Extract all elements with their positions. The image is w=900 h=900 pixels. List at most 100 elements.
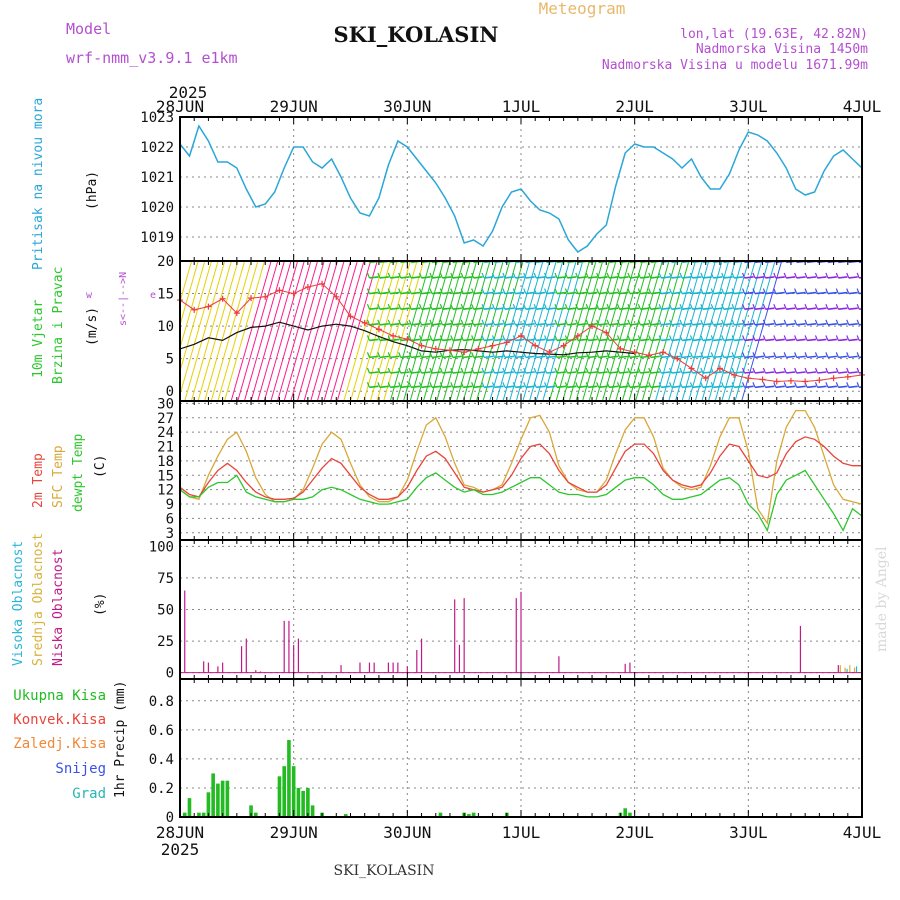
wind-barb	[473, 291, 483, 295]
wind-barb	[556, 338, 567, 342]
pressure-unit: (hPa)	[85, 171, 100, 210]
wind-barb-flag	[523, 382, 527, 388]
wind-barb	[411, 371, 421, 374]
wind-barb-flag	[773, 319, 777, 326]
wind-barb	[536, 323, 546, 326]
wind-hatch	[190, 261, 232, 401]
wind-hatch	[509, 261, 551, 401]
pressure-line	[179, 124, 863, 253]
wind-barb-flag	[637, 382, 641, 388]
wind-barb	[629, 385, 640, 389]
wind-barb-flag	[387, 352, 391, 358]
time-tick-label: 29JUN	[270, 97, 318, 116]
temp-tick-label: 27	[157, 411, 174, 427]
wind-label-1: 10m Vjetar	[31, 300, 46, 378]
wind-barb	[494, 323, 504, 326]
wind-hatch	[263, 261, 305, 401]
wind-barb-flag	[700, 367, 704, 374]
wind-barb	[483, 307, 494, 310]
wind-barb	[692, 338, 702, 342]
wind-barb	[515, 323, 525, 326]
wind-barb-flag	[575, 319, 579, 326]
wind-barb	[692, 307, 702, 310]
wind-barb-flag	[741, 367, 746, 374]
product-title: Meteogram	[539, 0, 626, 18]
temp-tick-label: 21	[157, 440, 174, 456]
wind-barb-flag	[648, 288, 652, 294]
wind-barb-flag	[856, 288, 860, 294]
wind-hatch	[542, 261, 584, 401]
wind-gust-marker	[745, 375, 752, 382]
wind-barb	[786, 307, 796, 310]
wind-barb	[786, 385, 796, 389]
wind-barb	[619, 338, 629, 342]
wind-hatch	[350, 261, 391, 401]
wind-barb-flag	[804, 335, 808, 341]
wind-barb	[744, 371, 754, 374]
wind-barb-flag	[366, 335, 371, 341]
wind-barb	[744, 291, 754, 295]
wind-gust-marker	[731, 371, 738, 378]
wind-barb	[452, 291, 462, 295]
wind-gust-marker	[304, 284, 311, 291]
wind-barb-flag	[439, 288, 443, 294]
wind-barb-flag	[648, 335, 652, 341]
wind-barb-flag	[366, 352, 371, 358]
wind-hatch	[184, 261, 226, 401]
wind-barb	[546, 371, 556, 374]
wind-barb-flag	[783, 382, 787, 388]
wind-barb-flag	[856, 319, 860, 326]
wind-barb-flag	[429, 288, 433, 294]
wind-barb	[525, 371, 535, 374]
wind-barb-flag	[814, 367, 819, 374]
precip-tick-label: 0.8	[149, 694, 174, 710]
wind-barb	[515, 371, 525, 374]
wind-barb	[609, 355, 619, 359]
wind-barb	[671, 323, 681, 326]
wind-barb-flag	[762, 272, 766, 279]
wind-barb-flag	[408, 382, 412, 388]
wind-barb-flag	[585, 303, 589, 310]
wind-barb-flag	[366, 272, 371, 279]
wind-barb	[734, 276, 744, 279]
wind-hatch	[389, 261, 431, 401]
wind-barb	[629, 338, 640, 342]
pressure-panel: 1019 1020 1021 1022 1023	[140, 110, 863, 261]
wind-barb-flag	[627, 382, 631, 388]
wind-gust-marker	[603, 329, 610, 336]
wind-barb	[452, 323, 462, 326]
wind-barb	[734, 355, 744, 359]
wind-barb	[775, 323, 785, 326]
wind-barb	[369, 323, 379, 326]
wind-barb-flag	[721, 382, 725, 388]
wind-gust-marker	[390, 332, 397, 339]
temp-tick-label: 18	[157, 454, 174, 470]
wind-barb	[806, 338, 817, 342]
cloud-label-mid: Srednja Oblacnost	[31, 533, 46, 666]
wind-barb	[629, 371, 640, 374]
wind-hatch	[316, 261, 358, 401]
wind-barb	[671, 291, 681, 295]
wind-barb	[692, 323, 702, 326]
wind-barb	[577, 371, 587, 374]
wind-barb	[827, 385, 837, 389]
wind-barb	[806, 385, 817, 389]
precip-bar	[628, 812, 632, 817]
wind-gust-marker	[787, 377, 794, 384]
wind-barb-flag	[418, 382, 423, 388]
wind-barb	[661, 307, 671, 310]
wind-barb	[411, 385, 421, 389]
wind-barb-flag	[533, 288, 537, 294]
precip-bar	[623, 808, 627, 817]
wind-barb-flag	[418, 272, 423, 279]
wind-barb-flag	[825, 303, 829, 310]
wind-hatch	[303, 261, 345, 401]
wind-barb-flag	[471, 303, 475, 310]
wind-barb-flag	[471, 288, 475, 294]
wind-barb-flag	[814, 272, 819, 279]
wind-barb-flag	[689, 335, 694, 341]
wind-barb-flag	[658, 288, 662, 294]
wind-barb	[431, 355, 442, 359]
wind-hatch	[422, 261, 464, 401]
wind-barb	[681, 371, 692, 374]
